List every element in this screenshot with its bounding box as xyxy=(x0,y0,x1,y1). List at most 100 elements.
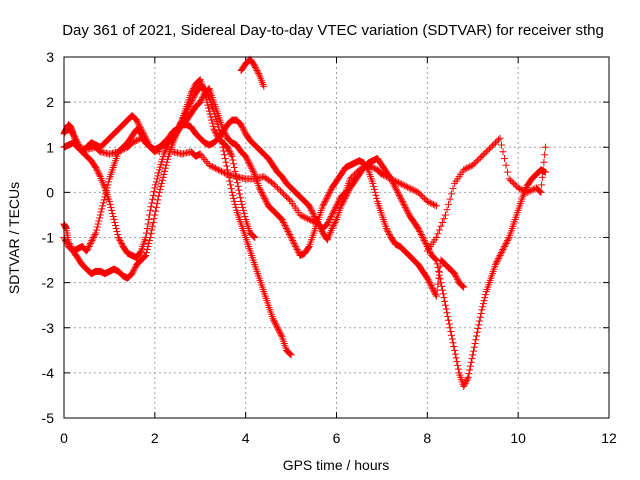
data-point xyxy=(130,265,138,273)
data-point xyxy=(245,158,253,166)
data-point xyxy=(162,161,170,169)
data-point xyxy=(188,97,196,105)
data-point xyxy=(252,65,260,73)
data-point xyxy=(464,373,472,381)
data-point xyxy=(279,217,287,225)
data-point xyxy=(435,274,443,282)
data-point xyxy=(508,178,516,186)
data-point xyxy=(273,324,281,332)
data-point xyxy=(94,168,102,176)
data-point xyxy=(220,151,228,159)
data-point xyxy=(195,76,203,84)
data-point xyxy=(312,215,320,223)
data-point xyxy=(224,166,231,174)
data-point xyxy=(390,181,398,189)
data-point xyxy=(473,157,481,165)
data-point xyxy=(448,335,456,343)
data-point xyxy=(306,203,314,211)
data-point xyxy=(269,315,277,323)
data-point xyxy=(227,149,235,157)
data-point xyxy=(261,194,269,202)
data-point xyxy=(307,205,315,213)
data-point xyxy=(428,283,436,291)
data-point xyxy=(311,212,319,220)
data-point xyxy=(236,194,244,202)
data-point xyxy=(63,240,71,248)
data-point xyxy=(143,246,151,254)
data-point xyxy=(435,267,443,275)
data-point xyxy=(460,166,468,174)
data-point xyxy=(94,220,102,228)
data-point xyxy=(420,194,428,202)
data-point xyxy=(143,136,151,144)
data-point xyxy=(148,226,156,234)
data-point xyxy=(464,164,472,172)
data-point xyxy=(328,211,336,219)
data-point xyxy=(462,378,470,386)
data-point xyxy=(108,206,116,214)
data-point xyxy=(205,85,213,93)
data-point xyxy=(491,139,499,147)
data-point xyxy=(257,187,265,195)
data-point xyxy=(405,184,413,192)
data-point xyxy=(113,227,121,235)
data-point xyxy=(399,181,407,189)
data-point xyxy=(439,290,447,298)
data-point xyxy=(185,103,193,111)
data-point xyxy=(324,218,332,226)
data-point xyxy=(115,235,123,243)
data-point xyxy=(199,94,207,102)
data-point xyxy=(479,303,487,311)
data-point xyxy=(442,301,449,309)
data-point xyxy=(541,151,549,159)
data-point xyxy=(286,349,294,357)
data-point xyxy=(223,162,231,170)
data-point xyxy=(273,184,281,192)
data-point xyxy=(112,224,120,232)
data-point xyxy=(329,208,337,216)
data-point xyxy=(148,199,156,207)
data-point xyxy=(466,163,474,171)
data-point xyxy=(342,193,350,201)
data-point xyxy=(140,131,148,139)
data-point xyxy=(452,354,460,362)
x-tick-label: 0 xyxy=(60,430,68,446)
data-point xyxy=(329,221,337,229)
data-point xyxy=(331,205,339,213)
data-point xyxy=(501,155,509,163)
data-point xyxy=(182,109,190,117)
data-point xyxy=(160,170,168,178)
data-point xyxy=(346,175,354,183)
data-point xyxy=(479,300,487,308)
data-point xyxy=(142,252,150,260)
data-point xyxy=(323,193,331,201)
data-point xyxy=(211,164,219,172)
data-point xyxy=(96,214,104,222)
data-point xyxy=(146,237,154,245)
data-point xyxy=(255,184,263,192)
data-point xyxy=(472,158,480,166)
data-point xyxy=(460,382,468,390)
data-point xyxy=(339,199,347,207)
data-point xyxy=(202,158,210,166)
data-point xyxy=(156,185,164,193)
data-point xyxy=(143,224,151,232)
data-point xyxy=(161,167,169,175)
data-point xyxy=(154,196,162,204)
data-point xyxy=(163,158,171,166)
data-point xyxy=(473,328,481,336)
data-point xyxy=(370,164,378,172)
data-point xyxy=(423,274,431,282)
data-point xyxy=(437,222,445,230)
data-point xyxy=(469,161,477,169)
data-point xyxy=(535,187,543,195)
data-point xyxy=(395,191,403,199)
data-point xyxy=(108,209,116,217)
data-point xyxy=(242,152,250,160)
data-point xyxy=(184,104,192,112)
data-point xyxy=(111,218,119,226)
data-point xyxy=(100,196,108,204)
data-point xyxy=(183,107,191,115)
data-point xyxy=(150,215,158,223)
data-point xyxy=(305,215,313,223)
